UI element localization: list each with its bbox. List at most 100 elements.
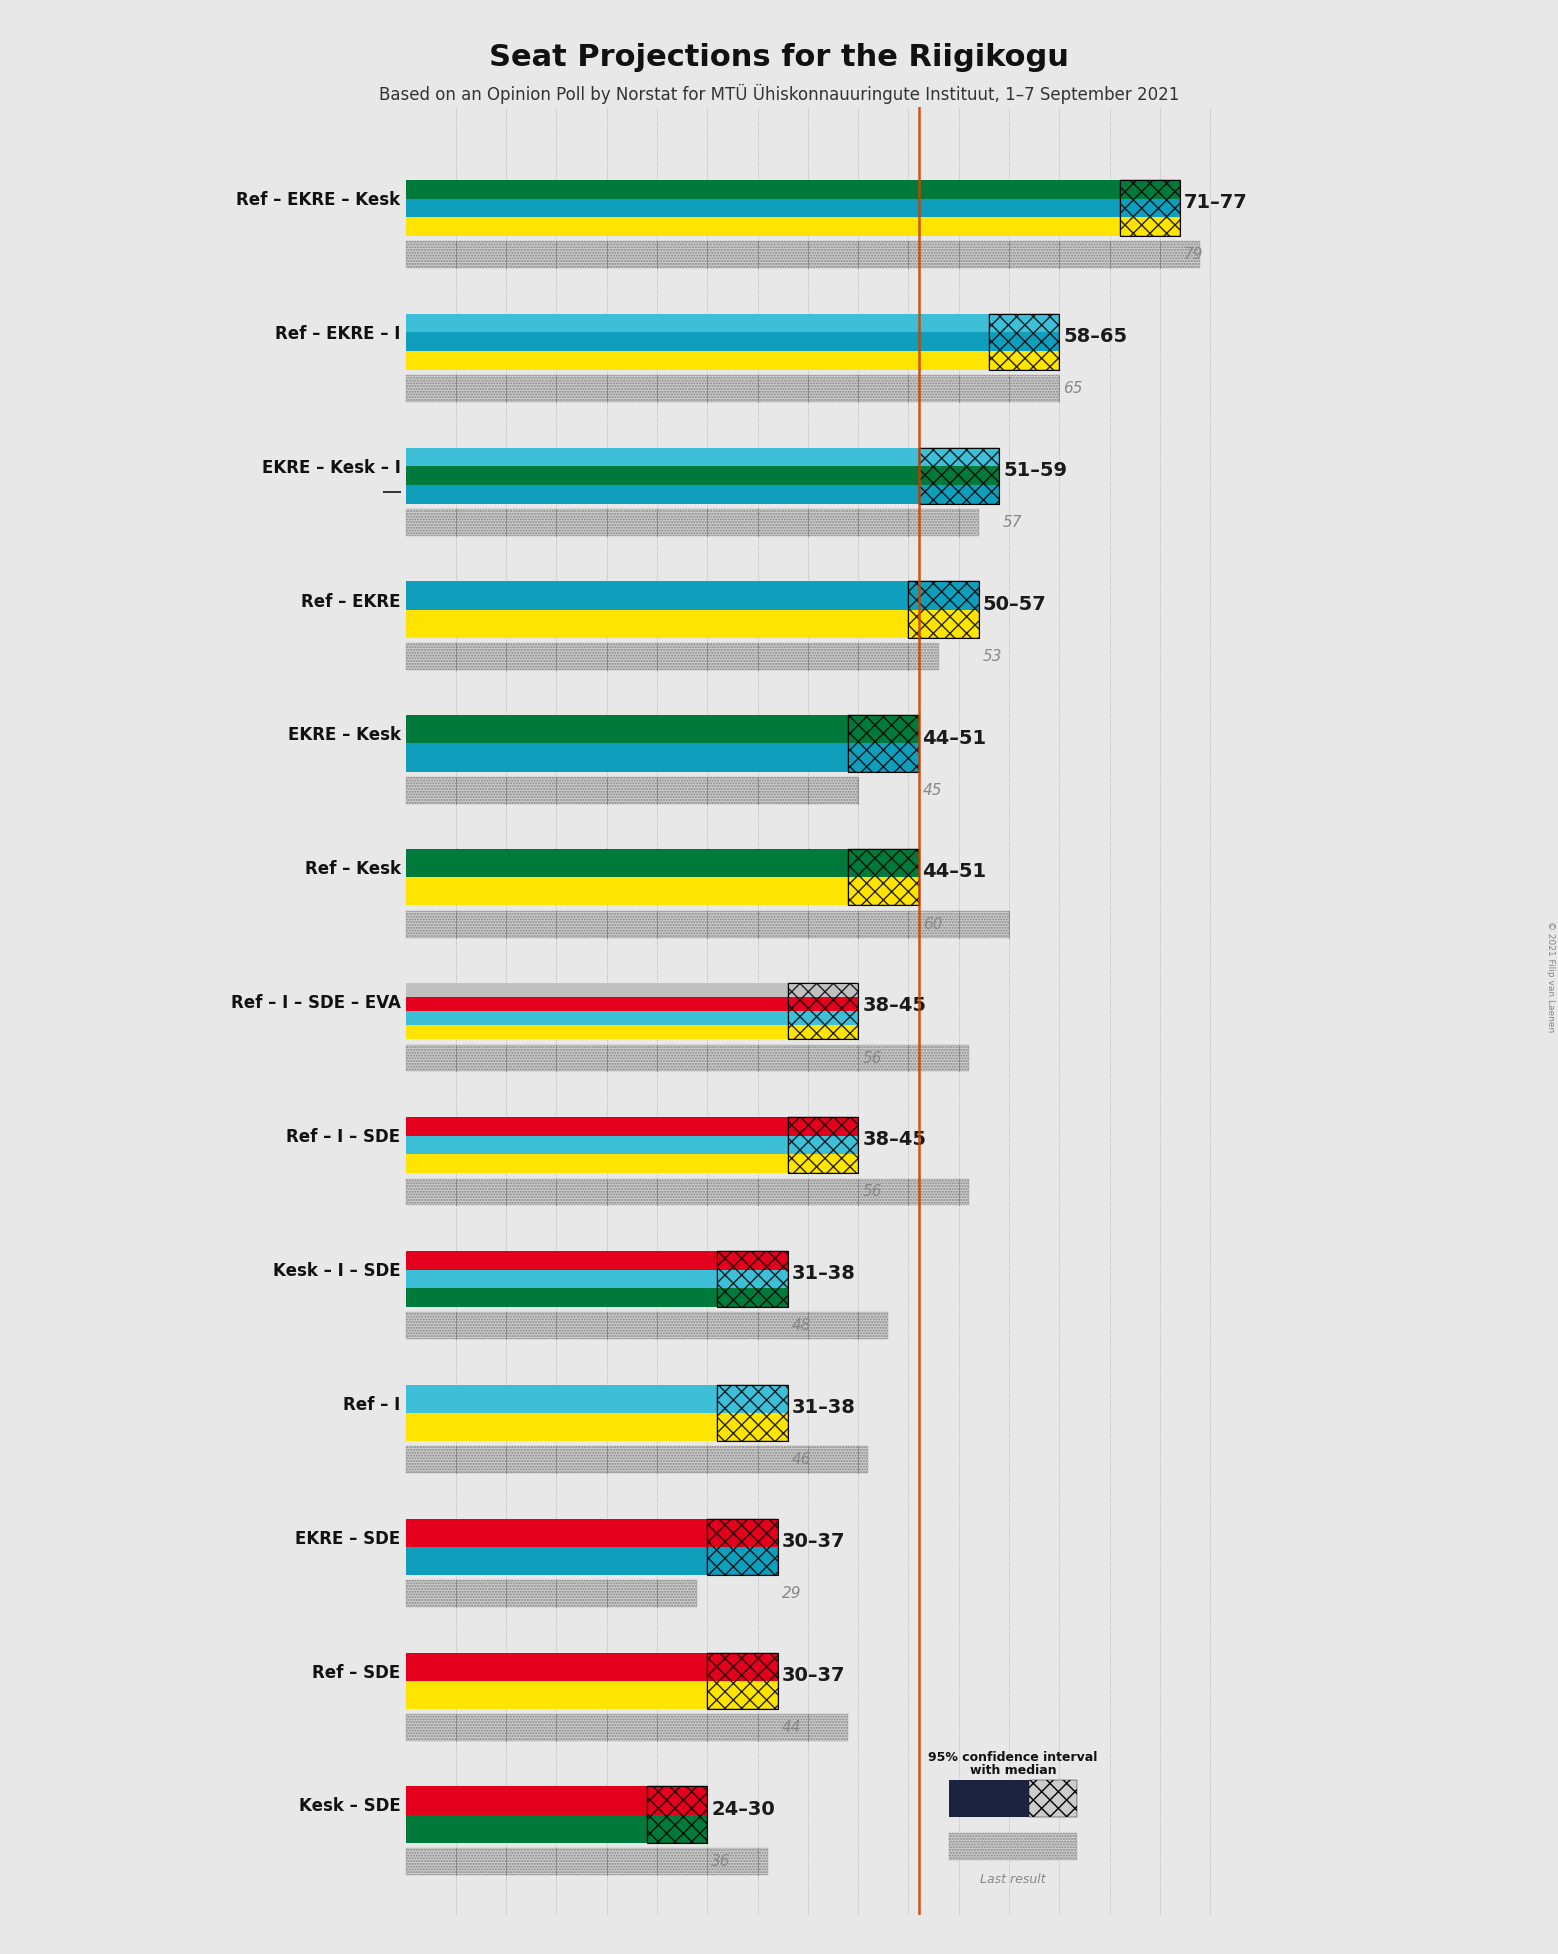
Bar (788, 1118, 858, 1172)
Bar (405, 1045, 969, 1071)
Bar (647, 1786, 707, 1843)
Bar (405, 582, 908, 610)
Bar (405, 743, 848, 772)
Text: EKRE – Kesk: EKRE – Kesk (288, 727, 400, 744)
Bar (848, 715, 919, 743)
Bar (405, 715, 848, 743)
Bar (405, 180, 1120, 199)
Text: 58–65: 58–65 (1063, 326, 1128, 346)
Bar (707, 1548, 777, 1575)
Bar (647, 1786, 707, 1843)
Bar (949, 1780, 1030, 1817)
Bar (908, 582, 978, 637)
Bar (405, 1178, 969, 1206)
Bar (405, 778, 858, 803)
Bar (717, 1385, 788, 1440)
Bar (405, 217, 1120, 236)
Bar (788, 997, 858, 1012)
Text: 71–77: 71–77 (1184, 193, 1248, 213)
Text: 38–45: 38–45 (862, 997, 925, 1016)
Bar (405, 610, 908, 637)
Text: 50–57: 50–57 (983, 594, 1047, 614)
Bar (405, 467, 919, 485)
Bar (405, 1680, 707, 1708)
Text: EKRE – Kesk – I: EKRE – Kesk – I (262, 459, 400, 477)
Bar (405, 510, 978, 535)
Bar (989, 315, 1059, 369)
Bar (989, 315, 1059, 332)
Text: 45: 45 (922, 784, 943, 797)
Text: Ref – EKRE – Kesk: Ref – EKRE – Kesk (237, 191, 400, 209)
Bar (647, 1786, 707, 1815)
Bar (848, 743, 919, 772)
Text: Ref – Kesk: Ref – Kesk (305, 860, 400, 877)
Bar (405, 1548, 707, 1575)
Text: Ref – SDE: Ref – SDE (312, 1663, 400, 1682)
Bar (919, 447, 999, 504)
Bar (788, 1026, 858, 1040)
Bar (707, 1653, 777, 1680)
Bar (405, 643, 938, 670)
Bar (405, 1848, 768, 1874)
Bar (405, 510, 978, 535)
Bar (707, 1680, 777, 1708)
Bar (717, 1270, 788, 1288)
Text: 65: 65 (1063, 381, 1083, 397)
Bar (405, 1313, 888, 1338)
Bar (717, 1413, 788, 1440)
Text: Last result: Last result (980, 1874, 1045, 1886)
Bar (717, 1385, 788, 1413)
Bar (1120, 180, 1179, 236)
Bar (717, 1251, 788, 1270)
Bar (788, 1118, 858, 1135)
Bar (908, 582, 978, 610)
Bar (405, 1446, 868, 1473)
Bar (405, 242, 1200, 268)
Bar (405, 1313, 888, 1338)
Text: 79: 79 (1184, 248, 1203, 262)
Bar (405, 1848, 768, 1874)
Bar (707, 1653, 777, 1708)
Bar (989, 352, 1059, 369)
Text: 56: 56 (862, 1184, 882, 1200)
Text: 30–37: 30–37 (782, 1532, 846, 1551)
Bar (1120, 180, 1179, 236)
Bar (405, 1251, 717, 1270)
Text: 53: 53 (983, 649, 1002, 664)
Text: 44–51: 44–51 (922, 862, 986, 881)
Bar (848, 715, 919, 772)
Bar (788, 1118, 858, 1172)
Bar (405, 1653, 707, 1680)
Bar (908, 582, 978, 637)
Text: Ref – I – SDE – EVA: Ref – I – SDE – EVA (231, 995, 400, 1012)
Text: Ref – EKRE: Ref – EKRE (301, 592, 400, 610)
Bar (405, 315, 989, 332)
Bar (405, 242, 1200, 268)
Bar (788, 983, 858, 1040)
Bar (848, 850, 919, 877)
Bar (405, 199, 1120, 217)
Bar (848, 850, 919, 905)
Bar (405, 997, 788, 1012)
Text: 44–51: 44–51 (922, 729, 986, 748)
Text: Kesk – I – SDE: Kesk – I – SDE (273, 1262, 400, 1280)
Text: with median: with median (969, 1764, 1056, 1776)
Bar (707, 1518, 777, 1575)
Bar (405, 983, 788, 997)
Text: 36: 36 (712, 1854, 731, 1868)
Bar (788, 1135, 858, 1155)
Text: Based on an Opinion Poll by Norstat for MTÜ Ühiskonnauuringute Instituut, 1–7 Se: Based on an Opinion Poll by Norstat for … (379, 84, 1179, 104)
Text: 29: 29 (782, 1587, 801, 1600)
Bar (717, 1251, 788, 1307)
Bar (405, 1786, 647, 1815)
Text: Seat Projections for the Riigikogu: Seat Projections for the Riigikogu (489, 43, 1069, 72)
Text: 38–45: 38–45 (862, 1129, 925, 1149)
Bar (1030, 1780, 1078, 1817)
Bar (405, 485, 919, 504)
Bar (405, 911, 1010, 938)
Bar (788, 1010, 858, 1026)
Bar (405, 1026, 788, 1040)
Bar (405, 778, 858, 803)
Text: Ref – I – SDE: Ref – I – SDE (287, 1127, 400, 1147)
Bar (405, 1714, 848, 1741)
